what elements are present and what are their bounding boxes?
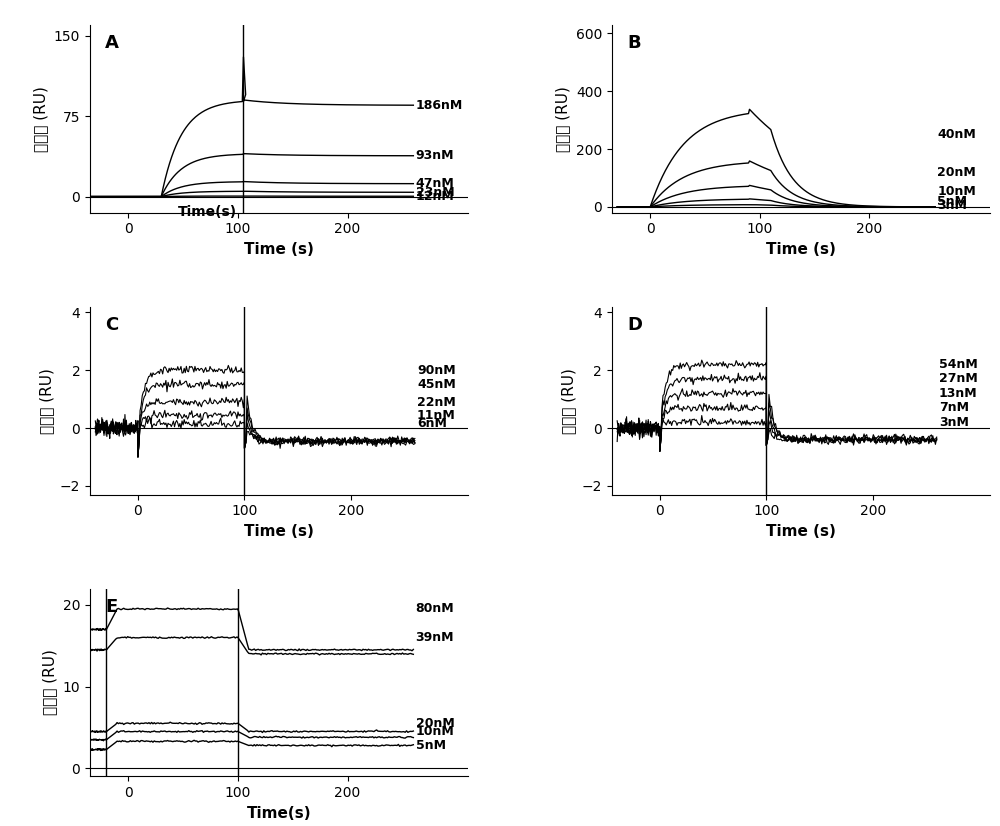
Text: 3nM: 3nM <box>937 199 967 212</box>
Text: 20nM: 20nM <box>937 166 976 178</box>
Text: 23nM: 23nM <box>416 186 454 199</box>
Text: 186nM: 186nM <box>416 99 463 112</box>
Y-axis label: 响应值 (RU): 响应值 (RU) <box>33 86 48 152</box>
Text: 22nM: 22nM <box>417 396 456 409</box>
Text: 40nM: 40nM <box>937 128 976 141</box>
Text: 5nM: 5nM <box>416 739 446 752</box>
Text: D: D <box>627 316 642 334</box>
Text: 12nM: 12nM <box>416 190 454 202</box>
Text: 45nM: 45nM <box>417 378 456 392</box>
Text: Time(s): Time(s) <box>178 205 237 219</box>
Text: 80nM: 80nM <box>416 602 454 615</box>
Y-axis label: 响应值 (RU): 响应值 (RU) <box>555 86 570 152</box>
Text: 93nM: 93nM <box>416 150 454 162</box>
Text: 54nM: 54nM <box>939 358 978 371</box>
Text: 5nM: 5nM <box>937 195 967 208</box>
Text: C: C <box>105 316 118 334</box>
X-axis label: Time(s): Time(s) <box>247 805 311 821</box>
Text: E: E <box>105 598 117 616</box>
Text: 6nM: 6nM <box>417 417 447 430</box>
Text: 13nM: 13nM <box>939 387 977 400</box>
Y-axis label: 响应值 (RU): 响应值 (RU) <box>42 649 57 715</box>
Y-axis label: 响应值 (RU): 响应值 (RU) <box>561 368 576 434</box>
Text: 27nM: 27nM <box>939 373 978 386</box>
Text: A: A <box>105 34 119 52</box>
Y-axis label: 响应值 (RU): 响应值 (RU) <box>39 368 54 434</box>
Text: B: B <box>627 34 641 52</box>
Text: 3nM: 3nM <box>939 415 969 429</box>
X-axis label: Time (s): Time (s) <box>244 524 314 539</box>
Text: 20nM: 20nM <box>416 717 454 730</box>
Text: 10nM: 10nM <box>416 725 454 738</box>
X-axis label: Time (s): Time (s) <box>766 524 836 539</box>
Text: 90nM: 90nM <box>417 363 456 377</box>
Text: 11nM: 11nM <box>417 409 456 421</box>
X-axis label: Time (s): Time (s) <box>244 242 314 257</box>
Text: 7nM: 7nM <box>939 401 969 415</box>
Text: 39nM: 39nM <box>416 631 454 644</box>
X-axis label: Time (s): Time (s) <box>766 242 836 257</box>
Text: 47nM: 47nM <box>416 178 454 190</box>
Text: 10nM: 10nM <box>937 184 976 197</box>
